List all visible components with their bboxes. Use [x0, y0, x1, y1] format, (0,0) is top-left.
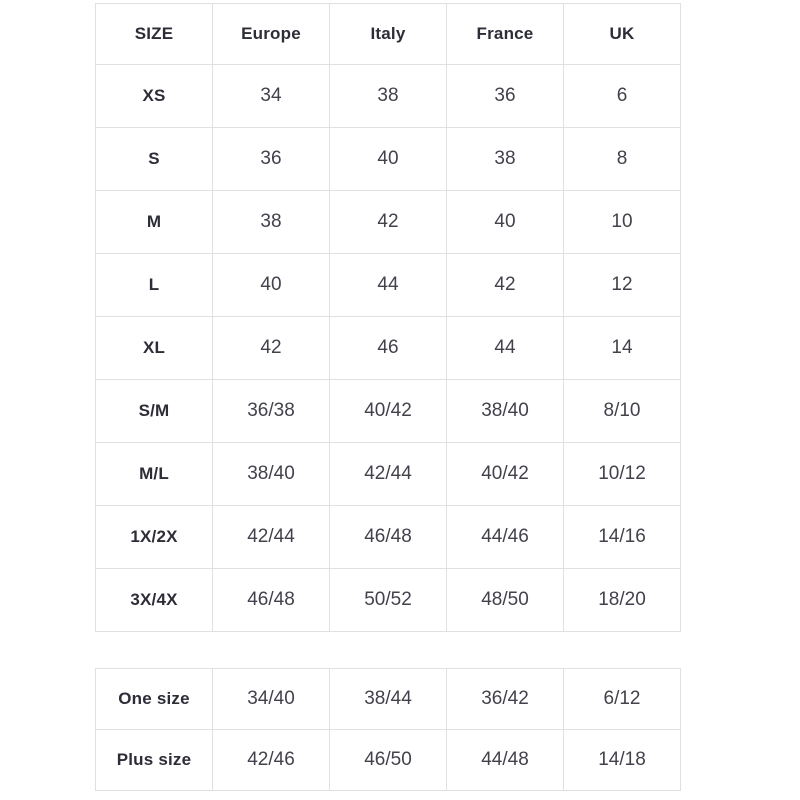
size-value-cell: 6 — [563, 64, 681, 128]
table-gap — [95, 632, 800, 668]
size-value-cell: 38 — [212, 190, 330, 254]
size-label-cell: 3X/4X — [95, 568, 213, 632]
table-row: M 38 42 40 10 — [95, 190, 681, 254]
size-value-cell: 40/42 — [329, 379, 447, 443]
table-row: XS 34 38 36 6 — [95, 64, 681, 128]
size-label-cell: XL — [95, 316, 213, 380]
size-label-cell: S — [95, 127, 213, 191]
size-label-cell: XS — [95, 64, 213, 128]
header-cell: Italy — [329, 3, 447, 65]
size-value-cell: 38 — [446, 127, 564, 191]
size-value-cell: 42/44 — [212, 505, 330, 569]
size-value-cell: 12 — [563, 253, 681, 317]
size-label-cell: 1X/2X — [95, 505, 213, 569]
size-value-cell: 40/42 — [446, 442, 564, 506]
table-row: S/M 36/38 40/42 38/40 8/10 — [95, 379, 681, 443]
size-value-cell: 42/44 — [329, 442, 447, 506]
size-value-cell: 46/48 — [212, 568, 330, 632]
size-value-cell: 42 — [212, 316, 330, 380]
size-value-cell: 36 — [446, 64, 564, 128]
size-value-cell: 40 — [446, 190, 564, 254]
size-label-cell: M/L — [95, 442, 213, 506]
size-value-cell: 38 — [329, 64, 447, 128]
size-label-cell: S/M — [95, 379, 213, 443]
size-value-cell: 42 — [446, 253, 564, 317]
size-value-cell: 8/10 — [563, 379, 681, 443]
size-label-cell: Plus size — [95, 729, 213, 791]
size-value-cell: 44 — [446, 316, 564, 380]
header-cell: UK — [563, 3, 681, 65]
size-value-cell: 42 — [329, 190, 447, 254]
table-row: XL 42 46 44 14 — [95, 316, 681, 380]
size-value-cell: 40 — [212, 253, 330, 317]
size-label-cell: M — [95, 190, 213, 254]
table-row: 3X/4X 46/48 50/52 48/50 18/20 — [95, 568, 681, 632]
size-value-cell: 14/18 — [563, 729, 681, 791]
size-value-cell: 38/40 — [212, 442, 330, 506]
size-value-cell: 6/12 — [563, 668, 681, 730]
table-row: M/L 38/40 42/44 40/42 10/12 — [95, 442, 681, 506]
table-row: S 36 40 38 8 — [95, 127, 681, 191]
size-table-header-row: SIZE Europe Italy France UK — [95, 3, 681, 65]
table-row: Plus size 42/46 46/50 44/48 14/18 — [95, 729, 681, 791]
size-value-cell: 38/40 — [446, 379, 564, 443]
size-value-cell: 38/44 — [329, 668, 447, 730]
size-value-cell: 46 — [329, 316, 447, 380]
size-value-cell: 42/46 — [212, 729, 330, 791]
size-value-cell: 36/42 — [446, 668, 564, 730]
size-value-cell: 36/38 — [212, 379, 330, 443]
size-label-cell: One size — [95, 668, 213, 730]
size-value-cell: 14/16 — [563, 505, 681, 569]
size-value-cell: 14 — [563, 316, 681, 380]
size-value-cell: 44/46 — [446, 505, 564, 569]
size-value-cell: 18/20 — [563, 568, 681, 632]
size-value-cell: 44 — [329, 253, 447, 317]
table-row: L 40 44 42 12 — [95, 253, 681, 317]
size-value-cell: 40 — [329, 127, 447, 191]
table-row: One size 34/40 38/44 36/42 6/12 — [95, 668, 681, 730]
size-value-cell: 8 — [563, 127, 681, 191]
size-value-cell: 44/48 — [446, 729, 564, 791]
header-cell: SIZE — [95, 3, 213, 65]
size-value-cell: 34 — [212, 64, 330, 128]
size-label-cell: L — [95, 253, 213, 317]
header-cell: Europe — [212, 3, 330, 65]
header-cell: France — [446, 3, 564, 65]
table-row: 1X/2X 42/44 46/48 44/46 14/16 — [95, 505, 681, 569]
size-value-cell: 34/40 — [212, 668, 330, 730]
size-value-cell: 36 — [212, 127, 330, 191]
size-conversion-table: SIZE Europe Italy France UK XS 34 38 36 6 S 36 40 38… — [95, 3, 681, 632]
size-value-cell: 10/12 — [563, 442, 681, 506]
size-value-cell: 46/50 — [329, 729, 447, 791]
special-sizes-table: One size 34/40 38/44 36/42 6/12 Plus size 42/4… — [95, 668, 681, 791]
size-value-cell: 10 — [563, 190, 681, 254]
size-value-cell: 48/50 — [446, 568, 564, 632]
size-value-cell: 50/52 — [329, 568, 447, 632]
size-value-cell: 46/48 — [329, 505, 447, 569]
